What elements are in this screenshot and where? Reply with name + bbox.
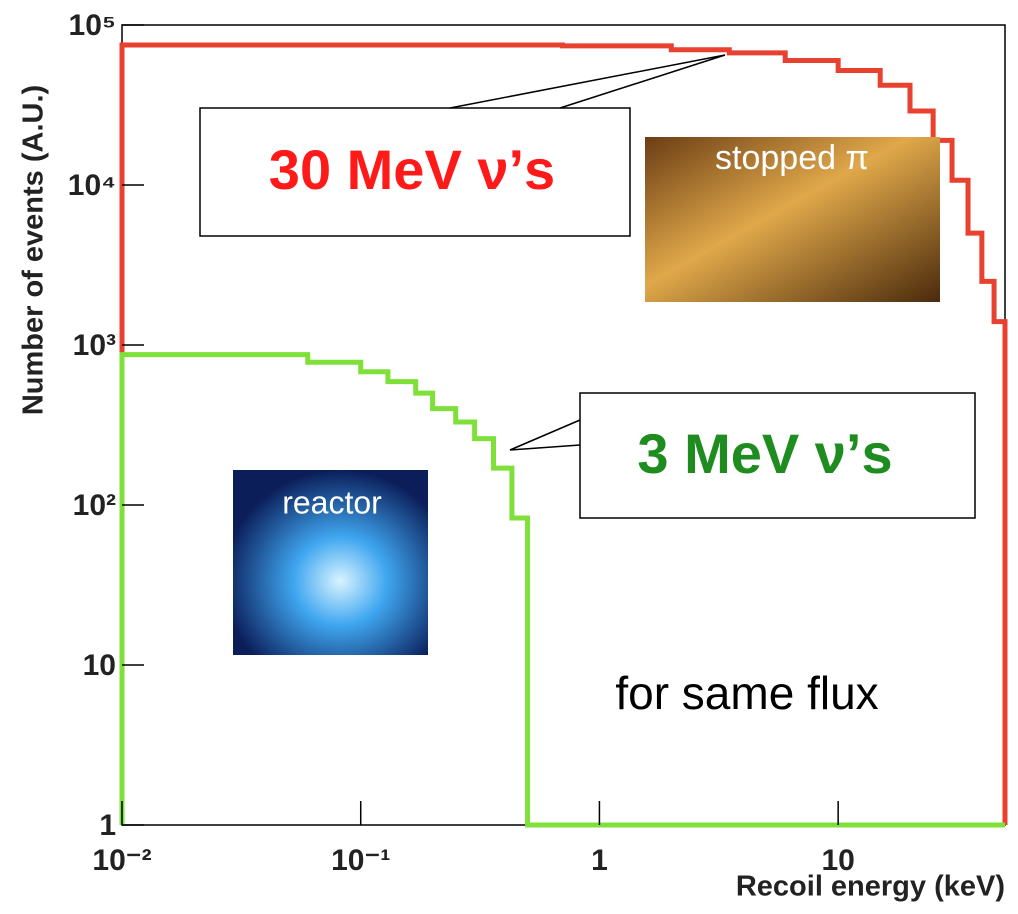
y-tick-label: 10⁴ — [68, 169, 116, 202]
y-tick-label: 10 — [83, 649, 116, 682]
x-tick-label: 10⁻¹ — [331, 844, 390, 877]
annotation: stopped π — [715, 139, 869, 177]
stopped-pi-photo — [645, 137, 940, 302]
annotation: for same flux — [615, 667, 878, 719]
x-tick-label: 1 — [591, 844, 608, 877]
annotation: reactor — [282, 484, 382, 520]
y-tick-label: 1 — [99, 809, 116, 842]
x-tick-label: 10⁻² — [92, 844, 151, 877]
series-line — [119, 42, 1008, 825]
annotation: 30 MeV ν’s — [269, 138, 555, 201]
series-line — [119, 352, 1005, 828]
y-axis-title: Number of events (A.U.) — [18, 85, 50, 415]
x-axis-title: Recoil energy (keV) — [736, 871, 1005, 903]
y-tick-label: 10⁵ — [69, 9, 116, 42]
y-tick-label: 10² — [73, 489, 116, 522]
callout-pointer — [509, 419, 581, 451]
x-tick-label: 10 — [821, 844, 854, 877]
y-tick-label: 10³ — [73, 329, 116, 362]
callout-pointer — [449, 54, 726, 109]
callout-box — [579, 392, 976, 519]
reactor-photo — [233, 470, 428, 655]
callout-box — [199, 107, 631, 237]
annotation: 3 MeV ν’s — [637, 422, 892, 485]
